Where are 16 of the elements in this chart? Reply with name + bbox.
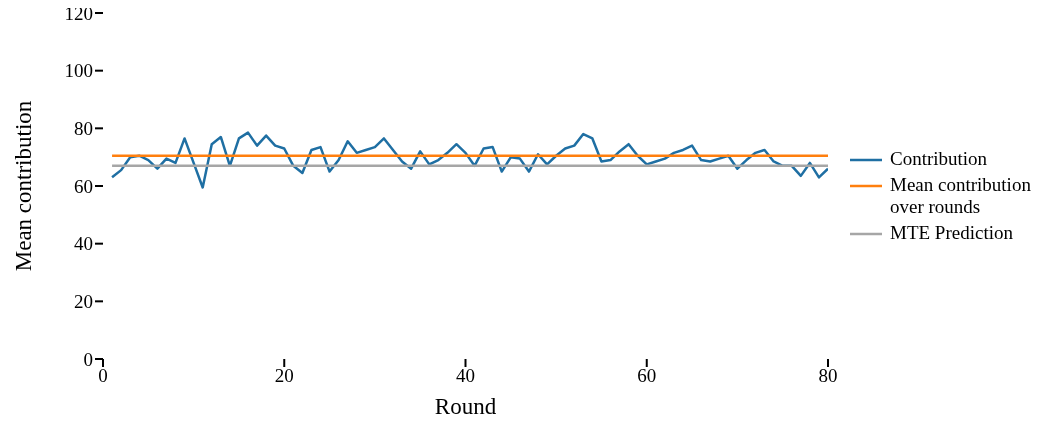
x-tick-label: 20 bbox=[274, 365, 294, 387]
y-tick-label: 20 bbox=[74, 291, 93, 313]
x-axis-title: Round bbox=[434, 394, 497, 419]
x-tick-label: 40 bbox=[456, 365, 475, 387]
y-tick-label: 80 bbox=[74, 118, 93, 140]
x-tick-label: 60 bbox=[637, 365, 657, 387]
y-tick-label: 100 bbox=[64, 60, 93, 82]
y-tick-label: 0 bbox=[83, 348, 93, 370]
legend-label: MTE Prediction bbox=[890, 222, 1014, 244]
y-tick-label: 60 bbox=[74, 175, 93, 197]
y-tick-label: 40 bbox=[74, 233, 93, 255]
x-tick-label: 80 bbox=[818, 365, 838, 387]
legend-label: Mean contribution over rounds bbox=[890, 174, 1032, 218]
legend-label: Contribution bbox=[890, 148, 989, 170]
y-axis-title: Mean contribution bbox=[11, 100, 37, 272]
x-tick-label: 0 bbox=[98, 365, 108, 387]
